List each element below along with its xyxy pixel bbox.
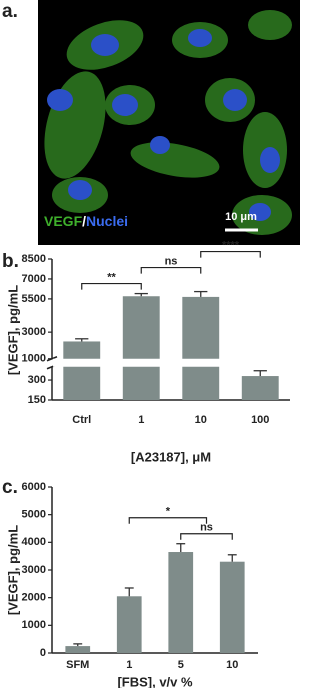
bar <box>63 341 101 400</box>
x-tick-label: 100 <box>251 414 269 426</box>
significance-label: * <box>166 506 171 518</box>
y-tick-label: 4000 <box>22 536 46 548</box>
bar <box>168 552 194 653</box>
panel-label: b. <box>2 251 19 272</box>
y-tick-label: 150 <box>28 394 46 406</box>
legend-slash: / <box>82 213 86 229</box>
significance-bracket <box>81 282 142 290</box>
y-axis-label: [VEGF], pg/mL <box>5 525 20 615</box>
bar <box>116 596 142 653</box>
break-gap <box>53 358 291 367</box>
x-tick-label: 1 <box>126 659 132 671</box>
bar <box>122 296 160 400</box>
significance-label: ** <box>107 271 116 283</box>
y-tick-label: 6000 <box>22 481 46 493</box>
y-tick-label: 7000 <box>22 273 46 285</box>
panel-label: a. <box>2 1 18 22</box>
significance-bracket <box>200 250 261 258</box>
significance-bracket <box>180 533 233 540</box>
y-tick-label: 3000 <box>22 326 46 338</box>
bar <box>241 376 279 400</box>
bar <box>182 296 220 400</box>
y-tick-label: 0 <box>40 647 46 659</box>
significance-label: ns <box>165 255 178 267</box>
y-tick-label: 8500 <box>22 253 46 265</box>
figure: a. b. c. VEGF/Nuclei 1 <box>2 0 300 688</box>
x-tick-label: 1 <box>138 414 144 426</box>
y-tick-label: 2000 <box>22 592 46 604</box>
x-tick-label: SFM <box>66 659 89 671</box>
y-tick-label: 300 <box>28 374 46 386</box>
legend-vegf: VEGF <box>44 213 83 229</box>
scale-bar-label: 10 μm <box>225 211 257 223</box>
significance-label: **** <box>222 239 240 251</box>
significance-bracket <box>140 266 202 274</box>
y-tick-label: 1000 <box>22 353 46 365</box>
micrograph: VEGF/Nuclei 10 μm <box>38 0 300 245</box>
micrograph-legend: VEGF/Nuclei <box>44 213 128 229</box>
x-axis-label: [A23187], μM <box>131 449 211 464</box>
y-axis-label: [VEGF], pg/mL <box>5 285 20 375</box>
y-tick-label: 5500 <box>22 293 46 305</box>
significance-label: ns <box>200 522 213 534</box>
x-axis-label: [FBS], v/v % <box>117 674 193 688</box>
significance-bracket <box>128 517 208 524</box>
x-tick-label: 10 <box>195 414 207 426</box>
x-tick-label: Ctrl <box>72 414 91 426</box>
y-tick-label: 5000 <box>22 509 46 521</box>
bar <box>219 561 245 653</box>
bar <box>65 646 91 653</box>
legend-nuclei: Nuclei <box>86 213 128 229</box>
x-tick-label: 5 <box>178 659 184 671</box>
x-tick-label: 10 <box>226 659 238 671</box>
panel-label: c. <box>2 477 18 498</box>
y-tick-label: 1000 <box>22 619 46 631</box>
y-tick-label: 3000 <box>22 564 46 576</box>
